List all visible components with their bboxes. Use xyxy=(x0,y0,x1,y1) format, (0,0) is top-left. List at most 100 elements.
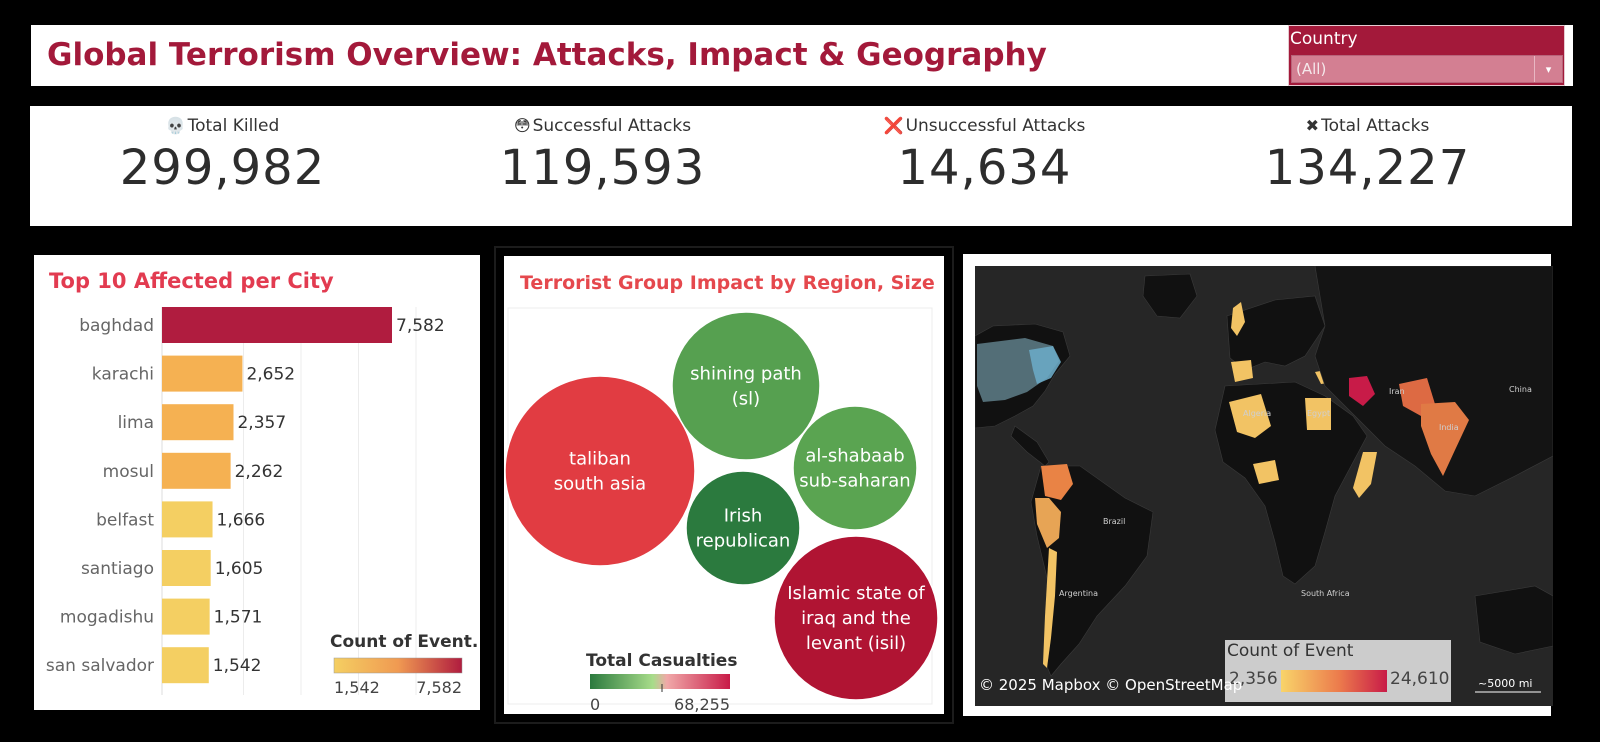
bar-category-label: san salvador xyxy=(46,656,154,676)
bubble-label: iraq and the xyxy=(801,608,911,629)
bubble-legend-min: 0 xyxy=(590,695,600,714)
bubble-1[interactable] xyxy=(504,375,696,567)
asia xyxy=(1314,266,1553,497)
map-label: South Africa xyxy=(1301,589,1350,598)
chile-highlight xyxy=(1043,548,1057,668)
bar-karachi[interactable] xyxy=(162,355,243,392)
map-panel: Algeria Iran China India Brazil Argentin… xyxy=(963,254,1553,716)
kpi-label: Total Killed xyxy=(187,116,280,136)
bubble-plot-frame xyxy=(507,307,933,705)
map-legend-max: 24,610 xyxy=(1390,669,1449,689)
kpi-value: 14,634 xyxy=(897,140,1072,196)
bar-legend-gradient xyxy=(333,657,463,674)
bar-category-label: lima xyxy=(118,413,154,433)
country-filter-label: Country xyxy=(1290,29,1358,49)
bubble-label: Irish xyxy=(724,506,763,527)
bar-chart-title: Top 10 Affected per City xyxy=(49,269,334,293)
bar-lima[interactable] xyxy=(162,404,234,441)
india-highlight xyxy=(1421,402,1469,476)
bar-baghdad[interactable] xyxy=(162,307,392,343)
map-legend-gradient xyxy=(1281,670,1387,692)
country-select[interactable]: (All) ▾ xyxy=(1291,55,1563,83)
bar-value-label: 2,357 xyxy=(237,413,286,433)
bubble-panel-frame xyxy=(494,246,954,724)
bar-category-label: baghdad xyxy=(79,316,154,336)
bubble-label: taliban xyxy=(569,449,631,470)
bubble-label: levant (isil) xyxy=(806,633,906,654)
bubble-4[interactable] xyxy=(685,470,801,586)
kpi-unsuccessful-attacks: ❌ Unsuccessful Attacks 14,634 xyxy=(792,106,1177,226)
map-label: Egypt xyxy=(1307,409,1330,418)
map-label: India xyxy=(1439,423,1459,432)
bar-value-label: 2,262 xyxy=(235,462,284,482)
bubble-label: south asia xyxy=(554,474,646,495)
bubble-chart-panel: Terrorist Group Impact by Region, Size t… xyxy=(504,256,944,714)
bar-mogadishu[interactable] xyxy=(162,598,210,635)
bubble-2[interactable] xyxy=(671,311,821,461)
kpi-total-killed: 💀 Total Killed 299,982 xyxy=(30,106,415,226)
bubble-label: (sl) xyxy=(732,389,760,410)
map-label: Brazil xyxy=(1103,517,1125,526)
bubble-legend-title: Total Casualties xyxy=(586,651,737,671)
kpi-strip: 💀 Total Killed 299,982 😳 Successful Attack… xyxy=(30,106,1572,226)
bar-santiago[interactable] xyxy=(162,550,211,586)
iraq-highlight xyxy=(1349,376,1375,406)
kpi-label: Total Attacks xyxy=(1321,116,1430,136)
kpi-value: 119,593 xyxy=(499,140,706,196)
bar-chart: baghdad 7,582 karachi 2,652 lima 2,357 mosul 2,… xyxy=(46,307,480,697)
flushed-face-icon: 😳 xyxy=(513,116,531,135)
bar-category-label: mogadishu xyxy=(60,608,154,628)
skull-icon: 💀 xyxy=(165,116,186,135)
bubble-chart: taliban south asia shining path (sl) al-shab… xyxy=(504,307,939,714)
map-label: Iran xyxy=(1389,387,1405,396)
page-title: Global Terrorism Overview: Attacks, Impa… xyxy=(47,37,1047,73)
bar-legend-min: 1,542 xyxy=(334,678,380,697)
multiply-icon: ✖ xyxy=(1305,116,1320,135)
map-scale-bg xyxy=(1473,674,1545,692)
bar-value-label: 1,605 xyxy=(215,559,264,579)
map-attribution: © 2025 Mapbox © OpenStreetMap xyxy=(979,676,1242,694)
world-map-svg: Algeria Iran China India Brazil Argentin… xyxy=(975,266,1553,702)
bar-value-label: 1,542 xyxy=(213,656,262,676)
bubble-label: sub-saharan xyxy=(799,471,910,492)
bubble-label: shining path xyxy=(690,364,802,385)
map-label: China xyxy=(1509,385,1532,394)
bar-mosul[interactable] xyxy=(162,452,231,489)
bubble-legend-gradient xyxy=(590,674,730,689)
bubble-label: republican xyxy=(696,531,791,552)
bar-legend-title: Count of Event.. xyxy=(330,632,480,652)
egypt-highlight xyxy=(1305,398,1331,430)
nigeria-highlight xyxy=(1253,460,1279,484)
spain-highlight xyxy=(1231,360,1253,382)
somalia-highlight xyxy=(1353,452,1377,498)
usa-east-highlight xyxy=(1029,346,1061,384)
map-legend-min: 2,356 xyxy=(1229,669,1278,689)
bar-value-label: 1,571 xyxy=(214,608,263,628)
country-select-value: (All) xyxy=(1296,60,1327,78)
colombia-highlight xyxy=(1041,464,1073,500)
bar-belfast[interactable] xyxy=(162,501,213,538)
bar-legend-max: 7,582 xyxy=(416,678,462,697)
kpi-value: 134,227 xyxy=(1264,140,1471,196)
bar-category-label: santiago xyxy=(81,559,154,579)
uk-highlight xyxy=(1231,302,1245,336)
kpi-successful-attacks: 😳 Successful Attacks 119,593 xyxy=(410,106,795,226)
bar-category-label: mosul xyxy=(103,462,154,482)
map-scale: ~5000 mi xyxy=(1478,677,1532,690)
bar-category-label: belfast xyxy=(96,510,154,530)
bubble-5[interactable] xyxy=(773,535,939,701)
world-map[interactable]: Algeria Iran China India Brazil Argentin… xyxy=(975,266,1553,706)
bubble-legend-max: 68,255 xyxy=(674,695,730,714)
country-filter[interactable]: Country (All) ▾ xyxy=(1288,25,1565,86)
cross-mark-icon: ❌ xyxy=(883,116,904,135)
bubble-3[interactable] xyxy=(792,405,918,531)
kpi-label: Successful Attacks xyxy=(532,116,692,136)
map-label: Algeria xyxy=(1243,409,1271,418)
bubble-chart-title: Terrorist Group Impact by Region, Size xyxy=(520,272,935,294)
chevron-down-icon[interactable]: ▾ xyxy=(1534,56,1562,82)
bar-value-label: 2,652 xyxy=(246,365,295,385)
bar-san-salvador[interactable] xyxy=(162,647,209,684)
bar-category-label: karachi xyxy=(92,365,154,385)
kpi-value: 299,982 xyxy=(119,140,326,196)
algeria-highlight xyxy=(1229,394,1271,438)
